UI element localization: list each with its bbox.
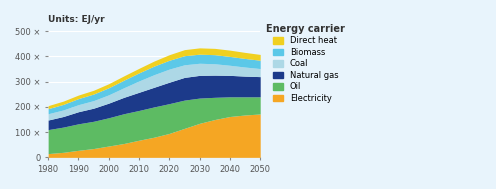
Text: Units: EJ/yr: Units: EJ/yr [48,15,105,24]
Legend: Direct heat, Biomass, Coal, Natural gas, Oil, Electricity: Direct heat, Biomass, Coal, Natural gas,… [266,24,345,103]
